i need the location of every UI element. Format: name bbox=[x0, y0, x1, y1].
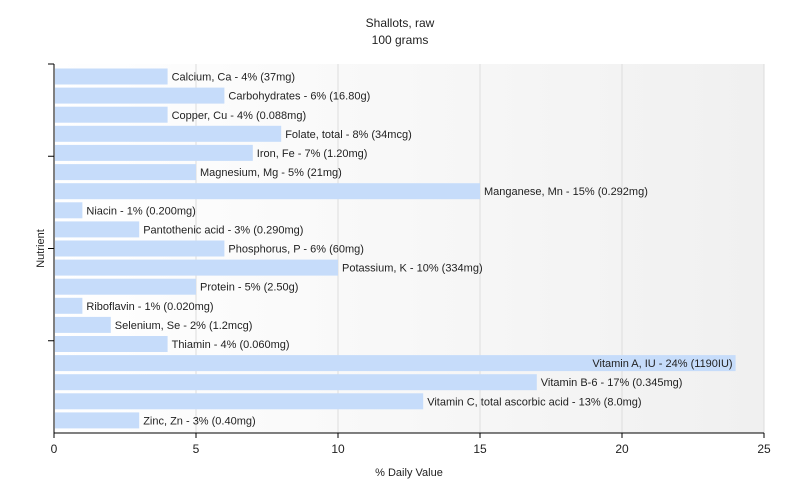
bar bbox=[55, 183, 480, 200]
x-tick-label: 5 bbox=[193, 442, 200, 456]
chart-title: Shallots, raw bbox=[365, 16, 435, 30]
bar-label: Carbohydrates - 6% (16.80g) bbox=[228, 91, 370, 103]
bar-label: Niacin - 1% (0.200mg) bbox=[86, 205, 195, 217]
bar bbox=[55, 164, 196, 181]
bar bbox=[55, 374, 537, 391]
x-ticks: 0 5 10 15 20 25 bbox=[51, 433, 771, 456]
bar bbox=[55, 125, 282, 142]
axes bbox=[48, 63, 764, 434]
bar-label: Iron, Fe - 7% (1.20mg) bbox=[257, 148, 368, 160]
bars: Calcium, Ca - 4% (37mg) Carbohydrates - 6… bbox=[55, 68, 736, 429]
y-axis-title: Nutrient bbox=[35, 229, 47, 268]
gridlines bbox=[195, 64, 765, 433]
x-tick-label: 25 bbox=[757, 442, 771, 456]
bar bbox=[55, 240, 225, 257]
bar bbox=[55, 412, 140, 429]
bar bbox=[55, 202, 83, 219]
bar bbox=[55, 68, 168, 85]
bar bbox=[55, 87, 225, 104]
bar-label: Thiamin - 4% (0.060mg) bbox=[172, 339, 290, 351]
bar bbox=[55, 144, 253, 161]
chart-subtitle: 100 grams bbox=[371, 33, 429, 47]
bar-label: Calcium, Ca - 4% (37mg) bbox=[172, 72, 295, 84]
bar bbox=[55, 278, 196, 295]
bar-label: Protein - 5% (2.50g) bbox=[200, 282, 298, 294]
bar-label: Folate, total - 8% (34mcg) bbox=[285, 129, 412, 141]
bar-label: Vitamin B-6 - 17% (0.345mg) bbox=[541, 377, 683, 389]
bar-label: Vitamin C, total ascorbic acid - 13% (8.… bbox=[427, 396, 641, 408]
bar-label: Potassium, K - 10% (334mg) bbox=[342, 263, 483, 275]
x-tick-label: 15 bbox=[473, 442, 487, 456]
bar-label: Pantothenic acid - 3% (0.290mg) bbox=[143, 224, 303, 236]
bar-label: Riboflavin - 1% (0.020mg) bbox=[86, 301, 213, 313]
bar-label: Copper, Cu - 4% (0.088mg) bbox=[172, 110, 307, 122]
bar-label: Magnesium, Mg - 5% (21mg) bbox=[200, 167, 342, 179]
x-tick-label: 0 bbox=[51, 442, 58, 456]
x-axis-title: % Daily Value bbox=[375, 467, 443, 479]
bar bbox=[55, 297, 83, 314]
bar-label: Zinc, Zn - 3% (0.40mg) bbox=[143, 415, 255, 427]
bar-label: Selenium, Se - 2% (1.2mcg) bbox=[115, 320, 253, 332]
bar-label: Manganese, Mn - 15% (0.292mg) bbox=[484, 186, 648, 198]
x-tick-label: 20 bbox=[615, 442, 629, 456]
bar bbox=[55, 393, 424, 410]
bar-label: Vitamin A, IU - 24% (1190IU) bbox=[592, 358, 732, 370]
bar bbox=[55, 221, 140, 238]
bar bbox=[55, 259, 338, 276]
bar bbox=[55, 106, 168, 123]
bar bbox=[55, 336, 168, 352]
bar-label: Phosphorus, P - 6% (60mg) bbox=[228, 244, 364, 256]
bar bbox=[55, 316, 111, 333]
x-tick-label: 10 bbox=[331, 442, 345, 456]
bar bbox=[55, 355, 736, 372]
